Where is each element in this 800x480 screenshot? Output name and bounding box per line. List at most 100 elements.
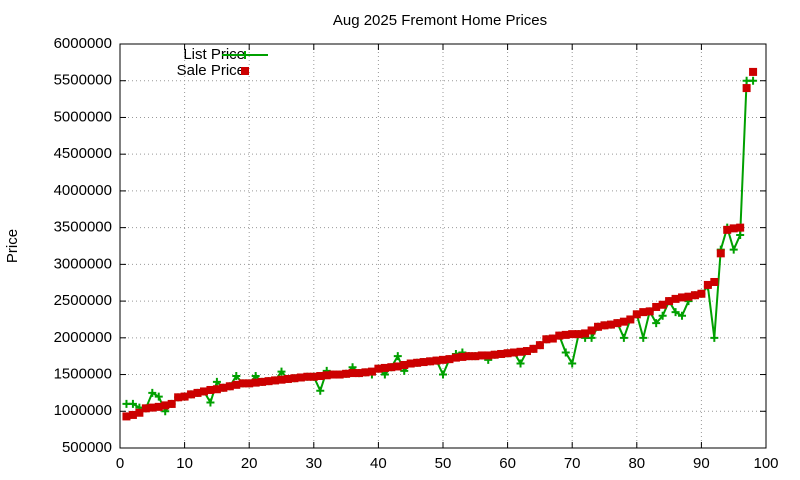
point-marker (135, 408, 144, 417)
x-tick-label: 60 (499, 455, 516, 472)
point-marker (219, 383, 228, 392)
point-marker (516, 359, 525, 368)
point-marker (723, 225, 732, 234)
point-marker (206, 398, 215, 407)
point-marker (277, 367, 286, 376)
point-marker (174, 393, 183, 402)
point-marker (671, 308, 680, 317)
point-marker (258, 377, 267, 386)
point-marker (316, 372, 325, 381)
point-marker (426, 357, 435, 366)
point-marker (322, 371, 331, 380)
point-marker (464, 352, 473, 361)
point-marker (606, 320, 615, 329)
point-marker (729, 245, 738, 254)
y-tick-label: 1500000 (54, 366, 112, 383)
point-marker (645, 307, 654, 316)
x-tick-label: 0 (116, 455, 124, 472)
point-marker (374, 364, 383, 373)
point-marker (167, 399, 176, 408)
point-marker (503, 349, 512, 358)
point-marker (658, 300, 667, 309)
y-tick-label: 4500000 (54, 145, 112, 162)
point-marker (490, 350, 499, 359)
point-marker (665, 297, 674, 306)
point-marker (626, 315, 635, 324)
point-marker (419, 358, 428, 367)
point-marker (749, 76, 758, 85)
point-marker (387, 363, 396, 372)
point-marker (697, 289, 706, 298)
y-axis-label: Price (4, 229, 21, 263)
y-tick-label: 500000 (62, 439, 112, 456)
point-marker (241, 67, 249, 75)
point-marker (148, 388, 157, 397)
point-marker (471, 352, 480, 361)
point-marker (574, 330, 583, 339)
point-marker (639, 308, 648, 317)
point-marker (122, 412, 131, 421)
y-tick-label: 2500000 (54, 292, 112, 309)
point-marker (232, 380, 241, 389)
point-marker (238, 379, 247, 388)
x-tick-label: 100 (753, 455, 778, 472)
point-marker (555, 331, 564, 340)
point-marker (154, 402, 163, 411)
point-marker (568, 330, 577, 339)
point-marker (613, 319, 622, 328)
point-marker (703, 280, 712, 289)
point-marker (445, 355, 454, 364)
point-marker (290, 374, 299, 383)
point-marker (303, 372, 312, 381)
plot-border (119, 43, 767, 449)
point-marker (212, 385, 221, 394)
point-marker (652, 319, 661, 328)
point-marker (729, 224, 738, 233)
point-marker (561, 330, 570, 339)
point-marker (736, 230, 745, 239)
point-marker (141, 404, 150, 413)
point-marker (716, 249, 725, 258)
point-marker (458, 352, 467, 361)
point-marker (619, 333, 628, 342)
chart-title: Aug 2025 Fremont Home Prices (333, 12, 547, 29)
point-marker (587, 326, 596, 335)
point-marker (148, 403, 157, 412)
point-marker (393, 362, 402, 371)
point-marker (406, 359, 415, 368)
x-tick-label: 20 (241, 455, 258, 472)
point-marker (283, 374, 292, 383)
point-marker (439, 370, 447, 379)
point-marker (736, 223, 745, 232)
point-marker (671, 294, 680, 303)
point-marker (413, 358, 422, 367)
legend-label: Sale Price (177, 62, 245, 79)
point-marker (193, 388, 202, 397)
point-marker (561, 348, 570, 357)
point-marker (594, 322, 603, 331)
point-marker (477, 351, 486, 360)
point-marker (206, 385, 215, 394)
point-marker (678, 293, 687, 302)
point-marker (342, 369, 351, 378)
point-marker (652, 302, 661, 311)
point-marker (335, 370, 344, 379)
point-marker (400, 360, 409, 369)
point-marker (632, 310, 641, 319)
point-marker (587, 333, 596, 342)
point-marker (639, 333, 648, 342)
point-marker (245, 379, 254, 388)
point-marker (251, 378, 260, 387)
point-marker (241, 51, 249, 59)
point-marker (277, 375, 286, 384)
point-marker (264, 377, 273, 386)
x-tick-label: 70 (564, 455, 581, 472)
point-marker (497, 349, 506, 358)
point-marker (690, 291, 699, 300)
point-marker (361, 368, 370, 377)
legend-label: List Price (183, 46, 245, 63)
point-marker (510, 348, 519, 357)
point-marker (180, 392, 189, 401)
point-marker (535, 341, 544, 350)
point-marker (548, 334, 557, 343)
